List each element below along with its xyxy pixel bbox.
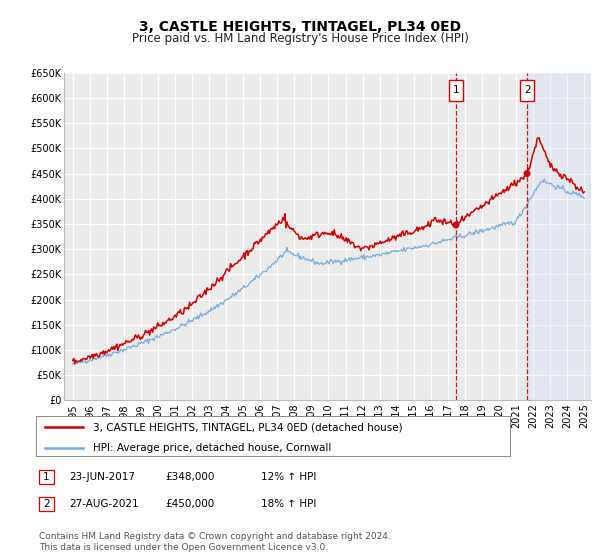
Text: HPI: Average price, detached house, Cornwall: HPI: Average price, detached house, Corn… [93,442,331,452]
Text: 2: 2 [43,499,50,509]
FancyBboxPatch shape [520,81,534,101]
Bar [527,73,591,400]
Text: £450,000: £450,000 [165,499,214,509]
FancyBboxPatch shape [449,81,463,101]
Text: 27-AUG-2021: 27-AUG-2021 [69,499,139,509]
Text: 3, CASTLE HEIGHTS, TINTAGEL, PL34 0ED: 3, CASTLE HEIGHTS, TINTAGEL, PL34 0ED [139,20,461,34]
Text: £348,000: £348,000 [165,472,214,482]
Text: Price paid vs. HM Land Registry's House Price Index (HPI): Price paid vs. HM Land Registry's House … [131,32,469,45]
Text: Contains HM Land Registry data © Crown copyright and database right 2024.: Contains HM Land Registry data © Crown c… [39,532,391,541]
Text: 1: 1 [452,86,459,95]
Text: 23-JUN-2017: 23-JUN-2017 [69,472,135,482]
Text: This data is licensed under the Open Government Licence v3.0.: This data is licensed under the Open Gov… [39,543,328,552]
Text: 18% ↑ HPI: 18% ↑ HPI [261,499,316,509]
Text: 12% ↑ HPI: 12% ↑ HPI [261,472,316,482]
Text: 3, CASTLE HEIGHTS, TINTAGEL, PL34 0ED (detached house): 3, CASTLE HEIGHTS, TINTAGEL, PL34 0ED (d… [93,422,403,432]
Text: 1: 1 [43,472,50,482]
Text: 2: 2 [524,86,530,95]
Point [451,221,461,230]
Point [522,169,532,178]
